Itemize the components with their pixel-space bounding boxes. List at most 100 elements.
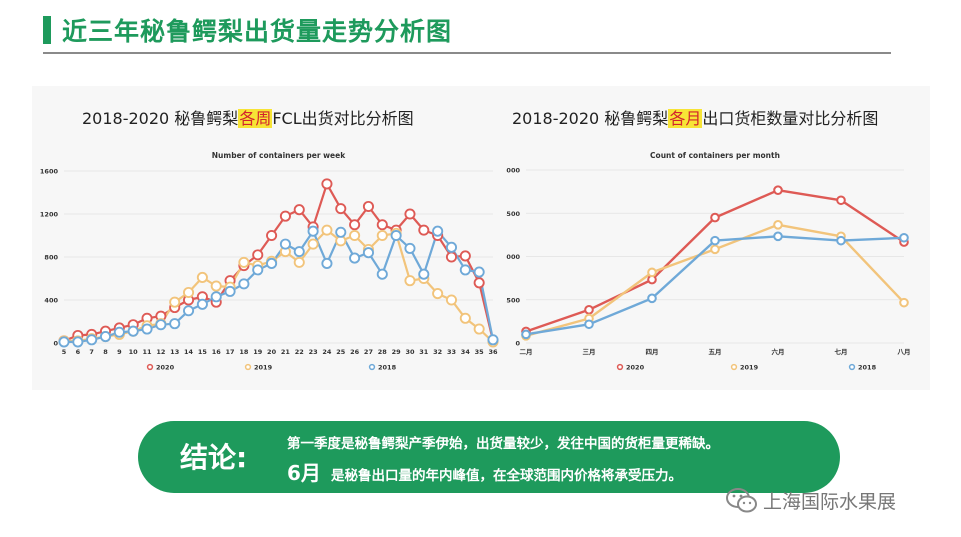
- data-point-2020: [584, 305, 594, 315]
- y-tick-label: 1500: [506, 296, 520, 304]
- x-tick-label: 28: [378, 348, 388, 356]
- data-point-2018: [293, 246, 305, 258]
- legend-marker-2018: [848, 363, 856, 371]
- x-tick-label: 35: [475, 348, 485, 356]
- legend-label-2019: 2019: [254, 364, 273, 372]
- legend-label-2018: 2018: [378, 364, 397, 372]
- data-point-2020: [279, 210, 291, 222]
- data-point-2018: [899, 232, 909, 243]
- conclusion-line-2: 是秘鲁出口量的年内峰值，在全球范围内价格将承受压力。: [331, 468, 682, 484]
- x-tick-label: 18: [239, 348, 249, 356]
- right-heading-text: 2018-2020 秘鲁鳄梨: [512, 109, 669, 128]
- x-tick-label: 二月: [520, 348, 533, 356]
- data-point-2020: [418, 224, 430, 236]
- data-point-2018: [362, 247, 374, 259]
- data-point-2019: [773, 219, 783, 230]
- data-point-2018: [224, 285, 236, 297]
- data-point-2018: [196, 298, 208, 310]
- left-heading-text: 2018-2020 秘鲁鳄梨: [82, 109, 239, 128]
- x-tick-label: 29: [392, 348, 402, 356]
- x-tick-label: 八月: [897, 348, 911, 356]
- right-heading-suffix: 出口货柜数量对比分析图: [702, 109, 879, 128]
- data-point-2018: [349, 252, 361, 264]
- data-point-2018: [279, 238, 291, 250]
- data-point-2018: [266, 257, 278, 269]
- data-point-2020: [252, 249, 264, 261]
- x-tick-label: 5: [62, 348, 67, 356]
- data-point-2019: [196, 271, 208, 283]
- data-point-2019: [404, 275, 416, 287]
- x-tick-label: 34: [461, 348, 471, 356]
- data-point-2018: [404, 242, 416, 254]
- y-tick-label: 6000: [506, 167, 520, 175]
- x-tick-label: 26: [350, 348, 360, 356]
- chart-title: Number of containers per week: [212, 151, 346, 160]
- x-tick-label: 13: [170, 348, 179, 356]
- x-tick-label: 17: [226, 348, 235, 356]
- data-point-2019: [432, 288, 444, 300]
- data-point-2019: [293, 256, 305, 268]
- data-point-2018: [183, 305, 195, 317]
- data-point-2018: [836, 235, 846, 246]
- data-point-2020: [473, 277, 485, 289]
- y-tick-label: 4500: [506, 210, 520, 218]
- y-tick-label: 0: [53, 340, 58, 348]
- data-point-2018: [252, 264, 264, 276]
- legend-label-2018: 2018: [858, 364, 877, 372]
- data-point-2019: [376, 229, 388, 242]
- data-point-2018: [113, 326, 125, 338]
- data-point-2020: [459, 250, 471, 262]
- y-tick-label: 1200: [40, 211, 59, 219]
- data-point-2018: [307, 225, 319, 237]
- data-point-2020: [773, 185, 783, 196]
- data-point-2019: [459, 312, 471, 324]
- left-heading-highlight: 各周: [238, 109, 273, 128]
- data-point-2018: [99, 331, 112, 343]
- data-point-2019: [710, 244, 720, 255]
- x-tick-label: 19: [253, 348, 263, 356]
- x-tick-label: 20: [267, 348, 277, 356]
- data-point-2018: [487, 334, 499, 346]
- data-point-2020: [710, 212, 720, 223]
- x-tick-label: 27: [364, 348, 373, 356]
- y-tick-label: 800: [44, 254, 58, 262]
- data-point-2018: [72, 336, 84, 348]
- data-point-2019: [899, 297, 909, 308]
- x-tick-label: 11: [143, 348, 153, 356]
- x-tick-label: 15: [198, 348, 208, 356]
- x-tick-label: 23: [309, 348, 318, 356]
- legend-marker-2020: [616, 363, 624, 371]
- data-point-2018: [432, 225, 444, 237]
- x-tick-label: 9: [117, 348, 122, 356]
- data-point-2019: [647, 267, 657, 278]
- x-tick-label: 21: [281, 348, 291, 356]
- y-tick-label: 1600: [40, 168, 59, 176]
- data-point-2018: [710, 235, 720, 246]
- legend-label-2019: 2019: [740, 364, 759, 372]
- x-tick-label: 12: [156, 348, 165, 356]
- data-point-2018: [58, 336, 70, 348]
- legend-marker-2019: [730, 363, 738, 371]
- data-point-2018: [445, 241, 458, 253]
- left-heading-suffix: FCL出货对比分析图: [272, 109, 414, 128]
- x-tick-label: 36: [488, 348, 498, 356]
- data-point-2018: [376, 268, 388, 280]
- data-point-2018: [127, 325, 139, 337]
- data-point-2019: [307, 238, 319, 250]
- monthly-line-chart: Count of containers per month 0 1500 3000 45…: [506, 151, 911, 372]
- wechat-icon: [726, 488, 757, 513]
- legend-marker-2019: [244, 363, 252, 371]
- data-point-2018: [647, 293, 657, 304]
- data-point-2018: [521, 329, 531, 340]
- data-point-2018: [210, 291, 222, 303]
- data-point-2018: [86, 334, 98, 346]
- data-point-2019: [321, 224, 333, 236]
- title-accent-bar: [43, 16, 51, 44]
- data-point-2019: [183, 286, 195, 299]
- page-title: 近三年秘鲁鳄梨出货量走势分析图: [62, 17, 453, 46]
- x-tick-label: 33: [447, 348, 456, 356]
- x-tick-label: 31: [419, 348, 429, 356]
- right-heading-highlight: 各月: [668, 109, 703, 128]
- series-line-2020: [525, 189, 905, 333]
- data-point-2018: [584, 319, 594, 330]
